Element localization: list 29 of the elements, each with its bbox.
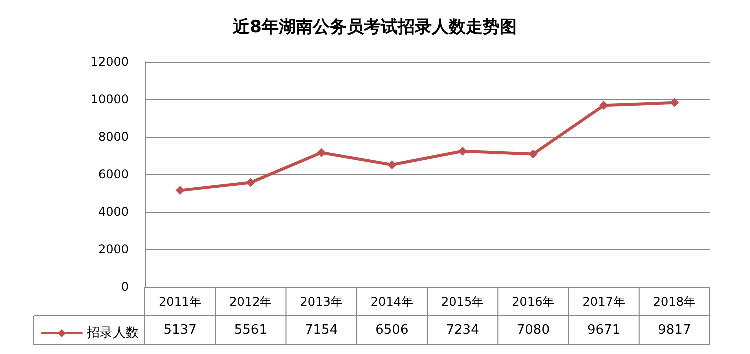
- x-tick-label: 2012年: [230, 295, 272, 309]
- x-tick-label: 2015年: [442, 295, 484, 309]
- y-tick-label: 0: [121, 280, 129, 294]
- data-label: 5561: [234, 323, 268, 338]
- data-label: 6506: [376, 323, 409, 338]
- point: [246, 178, 256, 188]
- data-label: 7154: [305, 323, 338, 338]
- y-tick-label: 10000: [90, 92, 129, 106]
- data-label: 9671: [588, 323, 621, 338]
- y-tick-label: 4000: [98, 205, 129, 219]
- point: [176, 186, 185, 196]
- x-tick-label: 2018年: [653, 295, 696, 309]
- point: [317, 148, 326, 158]
- x-tick-label: 2014年: [370, 295, 414, 309]
- data-label: 7080: [516, 323, 550, 338]
- legend-label: 招录人数: [86, 326, 139, 341]
- y-tick-label: 8000: [98, 130, 129, 144]
- chart-title: 近8年湖南公务员考试招录人数走势图: [232, 18, 517, 38]
- point: [388, 160, 397, 170]
- y-tick-label: 6000: [98, 168, 129, 182]
- x-tick-label: 2017年: [582, 295, 626, 309]
- x-tick-label: 2011年: [159, 295, 202, 309]
- y-tick-label: 12000: [90, 55, 129, 69]
- x-tick-label: 2016年: [512, 295, 555, 309]
- data-label: 7234: [446, 323, 480, 338]
- data-label: 9817: [658, 323, 692, 338]
- data-label: 5137: [164, 323, 197, 338]
- y-tick-label: 2000: [98, 242, 129, 256]
- x-tick-label: 2013年: [300, 295, 343, 309]
